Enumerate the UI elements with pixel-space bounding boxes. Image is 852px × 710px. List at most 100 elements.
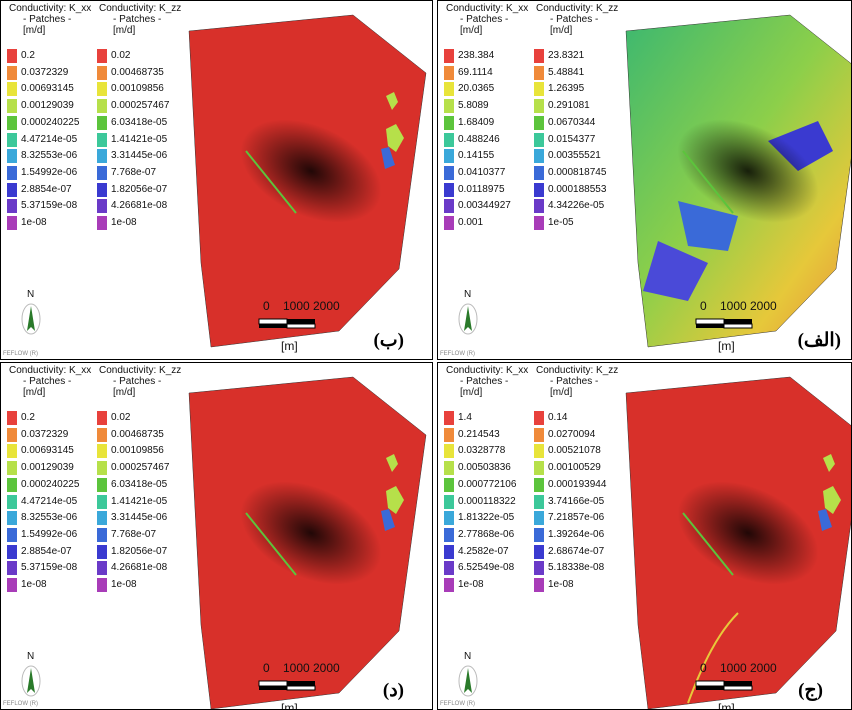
legend-swatch xyxy=(7,444,17,458)
legend-swatch xyxy=(7,82,17,96)
legend-value: 1.26395 xyxy=(548,83,584,94)
legend-swatch xyxy=(444,411,454,425)
legend-value: 4.34226e-05 xyxy=(548,200,604,211)
map xyxy=(438,1,852,360)
legend-value: 0.000818745 xyxy=(548,167,606,178)
legend-swatch xyxy=(534,478,544,492)
legend-value: 238.384 xyxy=(458,50,494,61)
legend-title: - Patches - xyxy=(23,376,71,387)
legend-title: Conductivity: K_xx xyxy=(446,3,528,14)
legend-value: 0.00355521 xyxy=(548,150,601,161)
legend-swatch xyxy=(444,545,454,559)
legend-value: 0.000772106 xyxy=(458,479,516,490)
legend-swatch xyxy=(534,411,544,425)
legend-value: 20.0365 xyxy=(458,83,494,94)
legend-value: 5.37159e-08 xyxy=(21,200,77,211)
legend-swatch xyxy=(534,166,544,180)
legend-swatch xyxy=(444,578,454,592)
legend-swatch xyxy=(444,444,454,458)
watermark: FEFLOW (R) xyxy=(440,701,475,707)
scale-unit: [m] xyxy=(281,703,298,710)
legend-value: 2.8854e-07 xyxy=(21,546,72,557)
legend-value: 1e-08 xyxy=(548,579,574,590)
legend-title: Conductivity: K_xx xyxy=(9,3,91,14)
legend-swatch xyxy=(444,428,454,442)
legend-swatch xyxy=(97,99,107,113)
legend-value: 69.1114 xyxy=(458,67,493,78)
scale-label: 1000 xyxy=(720,663,747,674)
legend-value: 0.488246 xyxy=(458,134,500,145)
legend-value: 0.00100529 xyxy=(548,462,601,473)
legend-swatch xyxy=(534,511,544,525)
legend-swatch xyxy=(534,149,544,163)
legend-value: 0.000257467 xyxy=(111,462,169,473)
legend-swatch xyxy=(97,545,107,559)
legend-swatch xyxy=(97,216,107,230)
legend-swatch xyxy=(97,49,107,63)
legend-title: - Patches - xyxy=(550,376,598,387)
legend-value: 0.0372329 xyxy=(21,67,68,78)
legend-value: 6.52549e-08 xyxy=(458,562,514,573)
legend-value: 0.00344927 xyxy=(458,200,511,211)
legend-swatch xyxy=(444,49,454,63)
legend-swatch xyxy=(444,216,454,230)
legend-swatch xyxy=(444,495,454,509)
panel-label: (الف) xyxy=(798,329,841,352)
legend-value: 4.47214e-05 xyxy=(21,134,77,145)
legend-swatch xyxy=(444,528,454,542)
legend-value: 7.768e-07 xyxy=(111,529,156,540)
scale-bar xyxy=(259,681,287,686)
legend-value: 3.31445e-06 xyxy=(111,512,167,523)
legend-value: 0.00521078 xyxy=(548,445,601,456)
legend-swatch xyxy=(97,461,107,475)
legend-swatch xyxy=(7,99,17,113)
legend-swatch xyxy=(97,444,107,458)
legend-value: 2.68674e-07 xyxy=(548,546,604,557)
legend-value: 2.8854e-07 xyxy=(21,184,72,195)
legend-swatch xyxy=(7,528,17,542)
legend-value: 0.0410377 xyxy=(458,167,505,178)
legend-swatch xyxy=(97,183,107,197)
scale-label: 2000 xyxy=(750,301,777,312)
scale-unit: [m] xyxy=(281,341,298,352)
legend-value: 0.00468735 xyxy=(111,429,164,440)
legend-swatch xyxy=(7,411,17,425)
legend-value: 1e-08 xyxy=(111,217,137,228)
legend-value: 1e-05 xyxy=(548,217,574,228)
legend-swatch xyxy=(97,428,107,442)
legend-value: 2.77868e-06 xyxy=(458,529,514,540)
legend-value: 0.000257467 xyxy=(111,100,169,111)
legend-value: 1.41421e-05 xyxy=(111,496,167,507)
legend-swatch xyxy=(7,495,17,509)
legend-swatch xyxy=(534,66,544,80)
legend-value: 1e-08 xyxy=(21,217,47,228)
legend-swatch xyxy=(534,99,544,113)
scale-bar xyxy=(259,319,287,324)
legend-swatch xyxy=(444,149,454,163)
legend-title: [m/d] xyxy=(113,25,135,36)
legend-swatch xyxy=(7,561,17,575)
legend-swatch xyxy=(534,133,544,147)
legend-value: 0.0670344 xyxy=(548,117,595,128)
legend-value: 0.0328778 xyxy=(458,445,505,456)
legend-value: 1e-08 xyxy=(111,579,137,590)
legend-swatch xyxy=(444,511,454,525)
legend-title: Conductivity: K_xx xyxy=(9,365,91,376)
legend-swatch xyxy=(7,66,17,80)
legend-value: 1.54992e-06 xyxy=(21,167,77,178)
legend-value: 0.00693145 xyxy=(21,83,74,94)
legend-swatch xyxy=(97,116,107,130)
legend-swatch xyxy=(534,561,544,575)
legend-swatch xyxy=(7,511,17,525)
legend-value: 4.26681e-08 xyxy=(111,200,167,211)
legend-value: 0.00109856 xyxy=(111,445,164,456)
legend-swatch xyxy=(534,82,544,96)
legend-value: 6.03418e-05 xyxy=(111,117,167,128)
legend-swatch xyxy=(534,461,544,475)
legend-swatch xyxy=(97,149,107,163)
legend-value: 8.32553e-06 xyxy=(21,512,77,523)
legend-value: 0.14155 xyxy=(458,150,494,161)
legend-value: 7.21857e-06 xyxy=(548,512,604,523)
legend-value: 1.68409 xyxy=(458,117,494,128)
